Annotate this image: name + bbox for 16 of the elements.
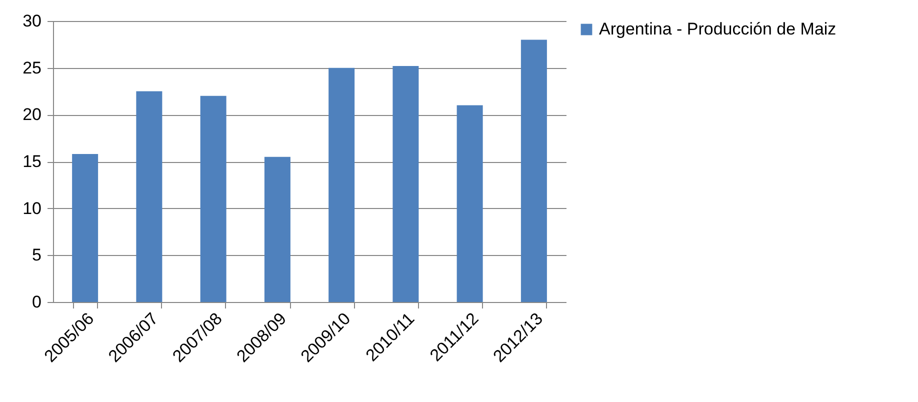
bar xyxy=(136,91,162,302)
y-tick-label: 10 xyxy=(22,198,42,218)
bar xyxy=(392,66,419,302)
bar xyxy=(264,156,290,302)
y-tick-label: 0 xyxy=(32,292,42,312)
bar xyxy=(328,68,355,302)
y-tick-label: 20 xyxy=(22,105,42,124)
y-tick-label: 5 xyxy=(32,246,42,265)
bar xyxy=(200,96,226,302)
bar xyxy=(72,154,98,302)
y-tick-label: 15 xyxy=(22,152,42,171)
bar xyxy=(456,105,483,302)
y-tick-label: 30 xyxy=(22,12,42,30)
y-tick-label: 25 xyxy=(22,58,42,78)
legend-label: Argentina - Producción de Maiz xyxy=(599,20,836,38)
bar xyxy=(520,40,547,302)
